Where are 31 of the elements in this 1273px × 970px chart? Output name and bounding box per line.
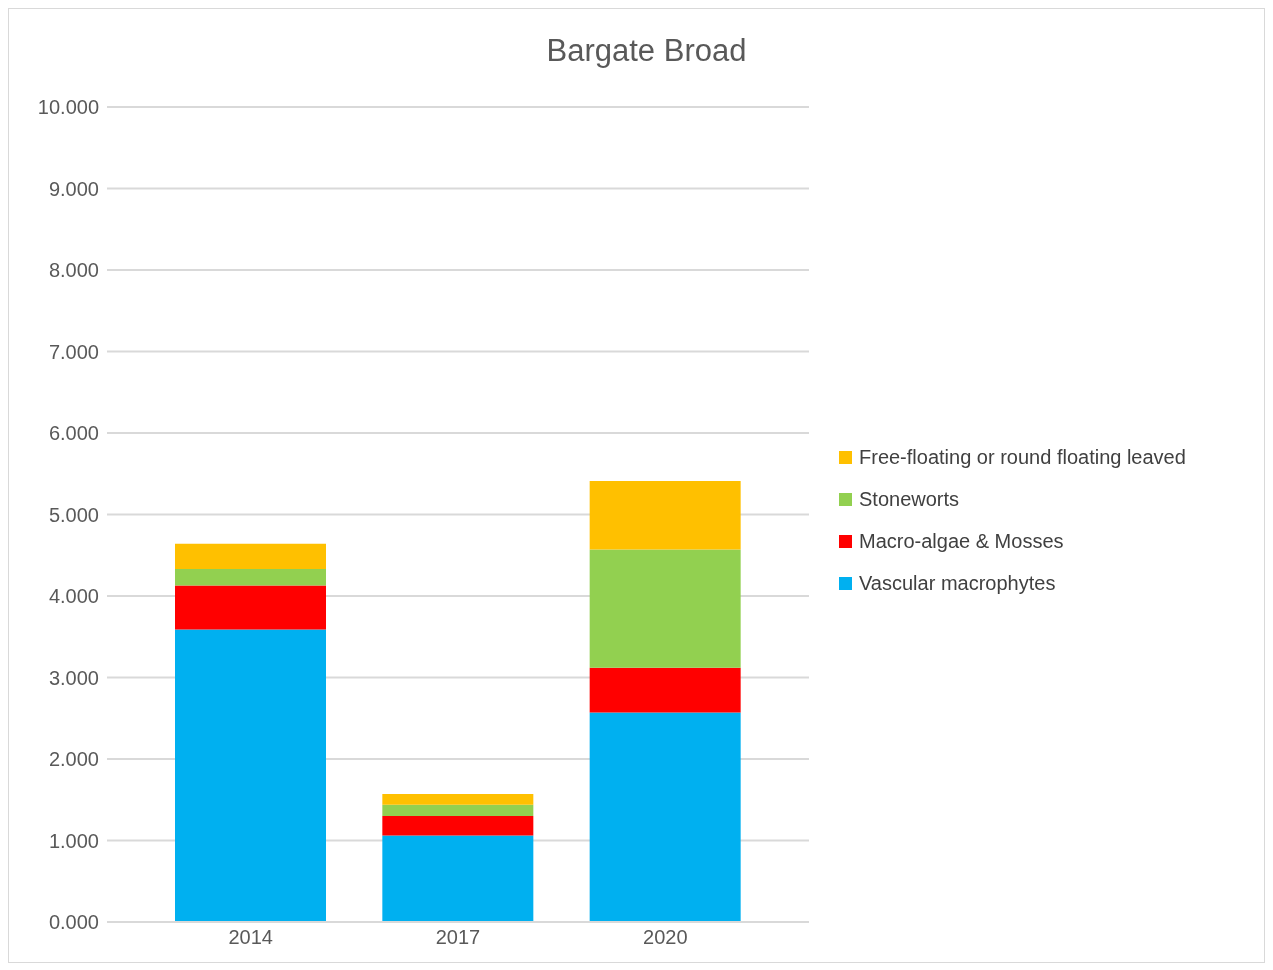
x-tick-label: 2014 [228,926,273,949]
bar [175,569,326,586]
bar [175,585,326,630]
y-tick-label: 4.000 [48,585,99,608]
y-tick-label: 5.000 [48,503,99,526]
y-tick-label: 2.000 [48,748,99,771]
bar [382,816,534,836]
bar [382,835,534,922]
legend-label: Vascular macrophytes [859,571,1056,595]
bar [589,481,741,550]
y-tick-label: 8.000 [48,259,99,282]
legend-label: Stoneworts [859,487,960,511]
bar [175,543,326,570]
bar [382,804,534,817]
x-tick-label: 2020 [643,926,688,949]
y-tick-label: 7.000 [48,340,99,363]
x-tick-label: 2017 [435,926,481,949]
y-tick-label: 3.000 [48,666,99,689]
y-tick-label: 0.000 [48,911,99,934]
y-tick-label: 9.000 [48,177,99,200]
y-tick-label: 10.000 [37,96,99,119]
y-tick-label: 1.000 [48,829,99,852]
bar [382,794,534,805]
bar [589,667,741,713]
y-tick-label: 6.000 [48,422,99,445]
chart-title: Bargate Broad [545,33,748,69]
bar [589,712,741,922]
bar [589,549,741,668]
legend-label: Free-floating or round floating leaved [859,445,1186,469]
legend-label: Macro-algae & Mosses [859,529,1064,553]
bar [175,629,326,922]
